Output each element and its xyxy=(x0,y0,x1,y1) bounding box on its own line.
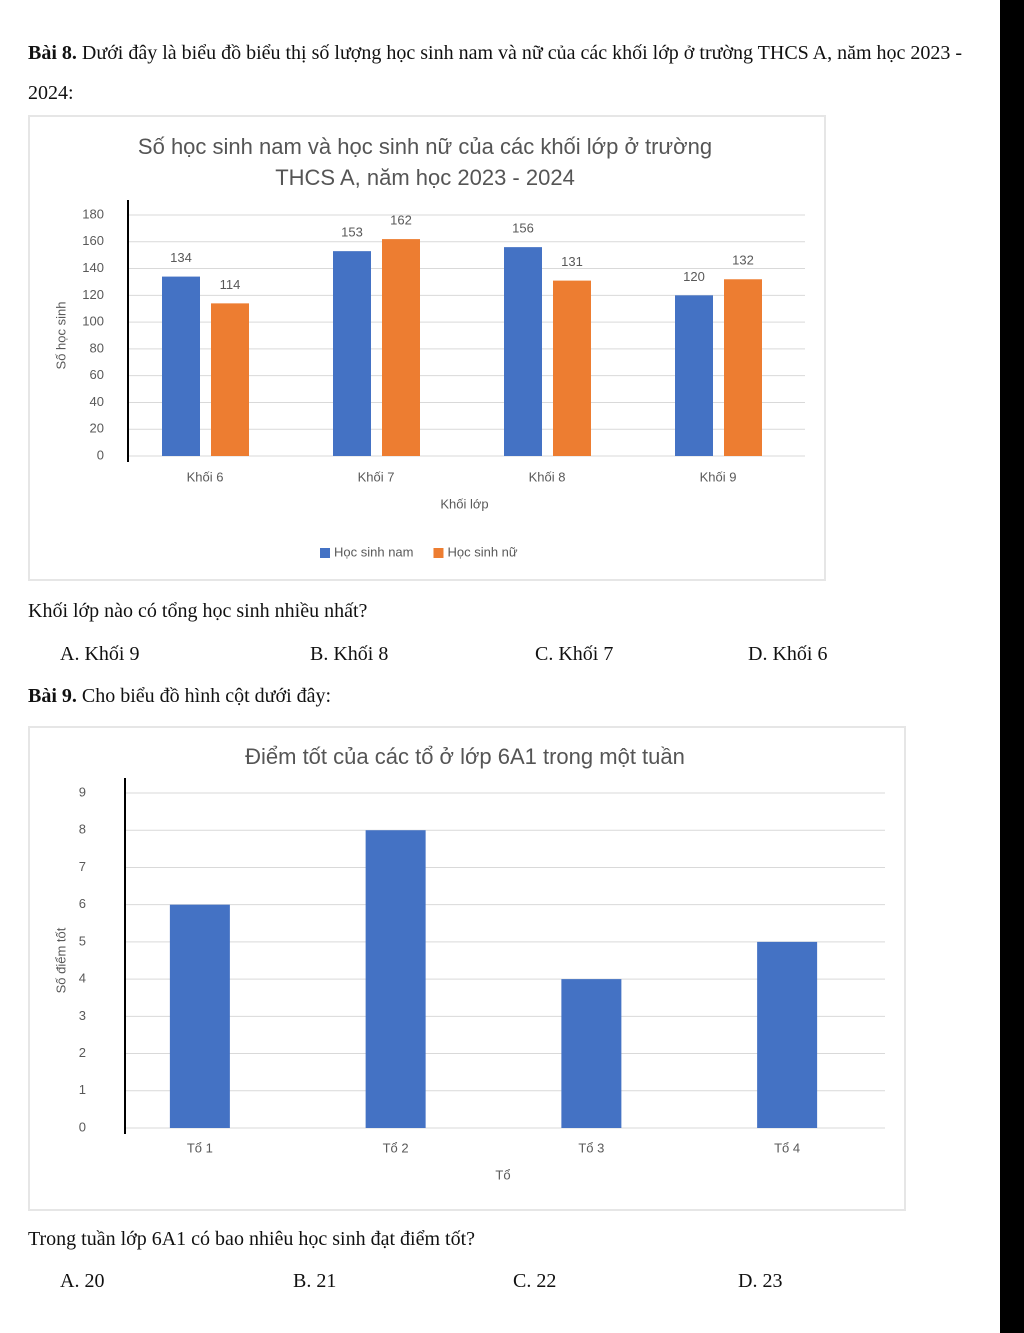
x-axis-label: Khối lớp xyxy=(440,496,488,511)
chart-title: Điểm tốt của các tổ ở lớp 6A1 trong một … xyxy=(245,744,685,769)
problem-9: Bài 9. Cho biểu đồ hình cột dưới đây: xyxy=(28,685,331,708)
data-label: 134 xyxy=(170,250,192,265)
y-tick-label: 180 xyxy=(82,206,104,221)
y-tick-label: 8 xyxy=(79,822,86,837)
y-tick-label: 7 xyxy=(79,859,86,874)
x-tick-label: Tổ 4 xyxy=(774,1140,800,1155)
y-tick-label: 4 xyxy=(79,971,86,986)
question: Khối lớp nào có tổng học sinh nhiều nhất… xyxy=(28,600,368,622)
y-tick-label: 140 xyxy=(82,260,104,275)
bar xyxy=(333,251,371,456)
legend-label: Học sinh nam xyxy=(334,544,413,559)
option[interactable]: A. 20 xyxy=(60,1270,105,1292)
problem-text: Cho biểu đồ hình cột dưới đây: xyxy=(81,685,332,707)
data-label: 162 xyxy=(390,213,412,228)
chart-title: Số học sinh nam và học sinh nữ của các k… xyxy=(137,134,713,190)
y-tick-label: 0 xyxy=(97,447,104,462)
chart-frame xyxy=(28,726,906,1211)
bar xyxy=(169,904,230,1128)
y-tick-label: 60 xyxy=(90,367,104,382)
problem-label: Bài 9. xyxy=(28,685,77,707)
y-tick-label: 20 xyxy=(90,421,104,436)
problem-label: Bài 8. xyxy=(28,42,77,64)
data-label: 156 xyxy=(512,221,534,236)
bar xyxy=(757,941,818,1128)
y-tick-label: 2 xyxy=(79,1045,86,1060)
data-label: 120 xyxy=(683,269,705,284)
data-label: 132 xyxy=(732,253,754,268)
y-tick-label: 6 xyxy=(79,896,86,911)
y-tick-label: 9 xyxy=(79,784,86,799)
bar xyxy=(553,280,591,456)
x-tick-label: Khối 8 xyxy=(529,469,566,484)
x-tick-label: Khối 7 xyxy=(358,469,395,484)
y-tick-label: 100 xyxy=(82,314,104,329)
y-tick-label: 160 xyxy=(82,233,104,248)
question: Trong tuần lớp 6A1 có bao nhiêu học sinh… xyxy=(28,1228,476,1250)
data-label: 131 xyxy=(561,254,583,269)
option[interactable]: C. 22 xyxy=(513,1270,557,1292)
right-edge xyxy=(1000,0,1024,1333)
data-label: 114 xyxy=(220,277,241,292)
y-tick-label: 1 xyxy=(79,1082,86,1097)
y-tick-label: 3 xyxy=(79,1008,86,1023)
bar xyxy=(162,276,200,456)
x-tick-label: Khối 6 xyxy=(187,469,224,484)
y-tick-label: 80 xyxy=(90,340,104,355)
chart-frame xyxy=(28,115,826,581)
x-tick-label: Tổ 2 xyxy=(383,1140,409,1155)
bar xyxy=(675,295,713,456)
y-tick-label: 0 xyxy=(79,1119,86,1134)
legend-swatch xyxy=(433,548,444,558)
option[interactable]: B. 21 xyxy=(293,1270,337,1292)
bar xyxy=(211,303,249,456)
x-tick-label: Khối 9 xyxy=(700,469,737,484)
option[interactable]: B. Khối 8 xyxy=(310,643,389,665)
x-tick-label: Tổ 3 xyxy=(578,1140,604,1155)
option[interactable]: C. Khối 7 xyxy=(535,643,614,665)
legend-swatch xyxy=(320,548,330,558)
bar xyxy=(382,239,420,456)
y-axis-label: Số học sinh xyxy=(53,302,68,370)
option[interactable]: D. Khối 6 xyxy=(748,643,828,665)
bar xyxy=(504,247,542,456)
y-axis-label: Số điểm tốt xyxy=(53,927,68,993)
legend-label: Học sinh nữ xyxy=(447,544,517,559)
x-axis-label: Tổ xyxy=(495,1167,510,1182)
x-tick-label: Tổ 1 xyxy=(187,1140,213,1155)
bar xyxy=(561,979,622,1128)
option[interactable]: A. Khối 9 xyxy=(60,643,140,665)
data-label: 153 xyxy=(341,225,363,240)
bar xyxy=(724,279,762,456)
option[interactable]: D. 23 xyxy=(738,1270,783,1292)
problem-8: Bài 8. Dưới đây là biểu đồ biểu thị số l… xyxy=(28,33,978,113)
problem-text: Dưới đây là biểu đồ biểu thị số lượng họ… xyxy=(28,42,963,104)
bar xyxy=(365,830,426,1128)
y-tick-label: 5 xyxy=(79,933,86,948)
y-tick-label: 40 xyxy=(90,394,104,409)
y-tick-label: 120 xyxy=(82,287,104,302)
